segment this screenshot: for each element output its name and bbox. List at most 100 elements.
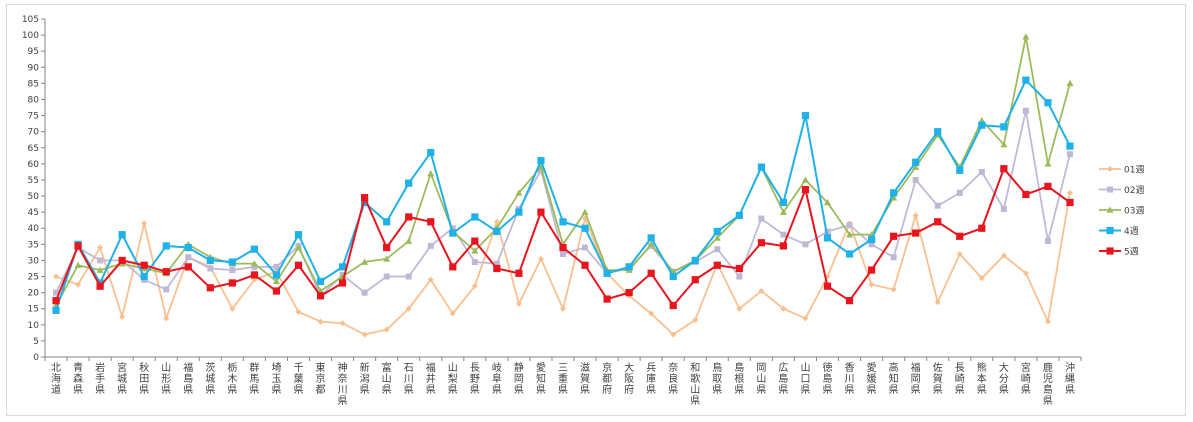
y-tick-label: 65 [28, 144, 39, 154]
data-point [317, 318, 324, 325]
x-tick-label: 鳥取県 [712, 361, 722, 396]
data-point [757, 163, 765, 171]
data-point [449, 310, 456, 317]
data-point [890, 254, 897, 261]
data-point [890, 189, 898, 197]
data-point [1022, 190, 1030, 199]
y-tick-label: 5 [33, 337, 39, 347]
data-point [1044, 99, 1052, 107]
data-point [537, 255, 544, 262]
data-point [647, 234, 655, 242]
x-tick-label: 三重県 [558, 363, 568, 396]
x-tick-label: 福岡県 [911, 361, 921, 396]
series-5 [52, 165, 1074, 310]
data-point [251, 263, 258, 270]
data-point [1000, 165, 1008, 173]
data-point [780, 305, 787, 312]
data-point [669, 301, 677, 310]
data-point [713, 261, 721, 269]
data-point [272, 277, 280, 285]
x-tick-label: 和歌山県 [690, 362, 700, 407]
data-point [118, 256, 126, 265]
x-tick-label: 沖縄県 [1065, 361, 1075, 396]
data-point [625, 289, 633, 297]
data-point [780, 231, 787, 238]
data-point [163, 286, 170, 293]
data-point [1044, 160, 1052, 167]
data-point [383, 243, 391, 252]
x-tick-label: 石川県 [404, 363, 414, 396]
data-point [1066, 198, 1074, 207]
series-layer [52, 33, 1074, 338]
data-point [52, 306, 60, 314]
x-tick-label: 茨城県 [205, 361, 215, 396]
data-point [361, 198, 369, 207]
y-tick-label: 85 [28, 79, 39, 89]
data-point [449, 229, 457, 237]
data-point [1000, 205, 1007, 212]
data-point [692, 316, 699, 323]
data-point [74, 261, 82, 269]
data-point [96, 282, 104, 290]
data-point [316, 277, 325, 285]
data-point [515, 269, 523, 277]
data-point [934, 128, 942, 136]
legend-marker [1107, 166, 1113, 172]
x-tick-label: 東京都 [316, 361, 326, 396]
data-point [1066, 189, 1073, 196]
legend-marker [1107, 186, 1113, 193]
data-point [471, 237, 479, 245]
data-point [449, 263, 457, 271]
y-tick-label: 70 [28, 128, 40, 138]
data-point [229, 267, 236, 274]
data-point [493, 264, 501, 273]
x-tick-label: 岡山県 [756, 362, 766, 396]
data-point [956, 250, 963, 257]
data-point [669, 272, 677, 281]
x-tick-label: 京都府 [602, 361, 612, 396]
data-point [53, 273, 60, 280]
data-point [427, 148, 435, 157]
x-tick-label: 北海道 [51, 362, 61, 396]
x-tick-label: 佐賀県 [933, 362, 943, 396]
y-tick-label: 40 [28, 224, 40, 234]
data-point [581, 208, 589, 215]
data-point [779, 208, 787, 215]
data-point [890, 232, 898, 240]
data-point [427, 276, 434, 283]
data-point [1066, 79, 1074, 87]
x-tick-label: 奈良県 [668, 361, 678, 396]
data-point [206, 256, 214, 265]
data-point [294, 244, 302, 251]
data-point [1022, 107, 1029, 114]
data-point [515, 189, 523, 196]
data-point [735, 264, 743, 273]
x-tick-label: 島根県 [734, 361, 744, 396]
data-point [52, 297, 60, 305]
data-point [294, 231, 303, 239]
data-point [846, 222, 853, 229]
line-chart: 0 5 10 15 20 25 30 35 40 45 50 55 60 65 70 75 80 85 90 95 10… [22, 15, 1145, 407]
x-tick-label: 宮城県 [117, 361, 127, 396]
data-point [978, 224, 986, 232]
data-point [647, 240, 655, 248]
y-tick-label: 0 [33, 353, 39, 363]
data-point [846, 231, 854, 238]
data-point [119, 313, 126, 320]
data-point [338, 279, 347, 287]
data-point [691, 256, 699, 265]
x-tick-label: 山形県 [161, 362, 171, 396]
data-point [802, 241, 809, 248]
data-point [978, 275, 985, 282]
data-point [471, 283, 478, 290]
legend-label: 5週 [1124, 247, 1139, 258]
data-point [405, 213, 413, 221]
data-point [141, 220, 148, 227]
data-point [757, 239, 765, 247]
data-point [272, 287, 281, 295]
data-point [339, 320, 346, 327]
x-tick-label: 長崎県 [955, 362, 965, 396]
data-point [758, 288, 765, 295]
data-point [185, 254, 192, 261]
data-point [206, 284, 214, 292]
